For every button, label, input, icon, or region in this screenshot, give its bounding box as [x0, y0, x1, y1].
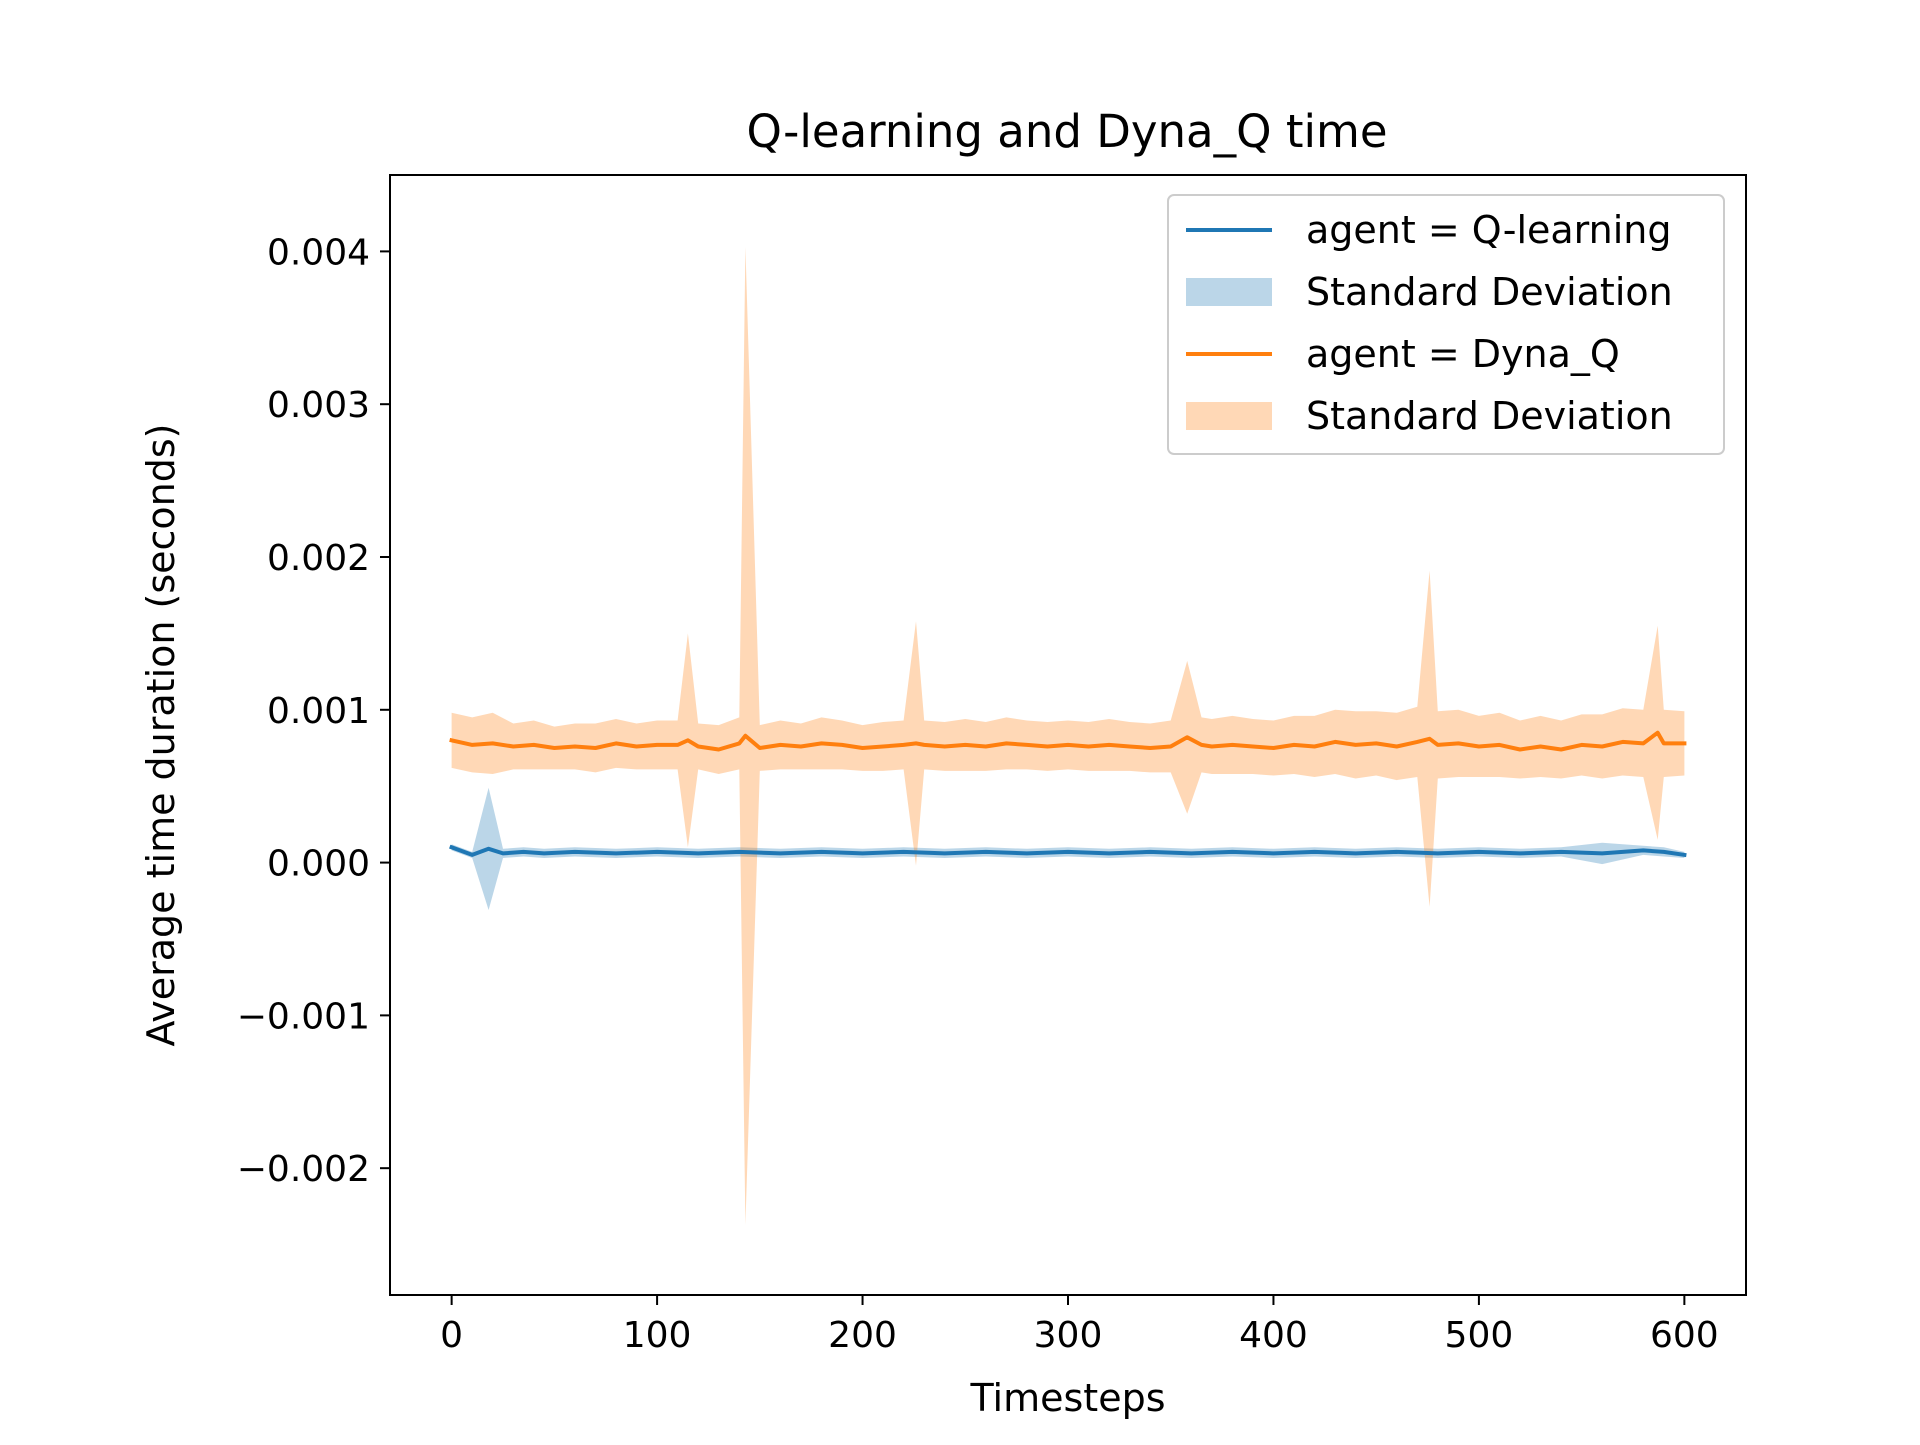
y-tick-label: −0.001: [237, 996, 370, 1037]
legend-label: agent = Dyna_Q: [1306, 332, 1620, 376]
x-tick-label: 100: [623, 1315, 692, 1356]
y-tick-label: −0.002: [237, 1149, 370, 1190]
std-band-series-0: [451, 787, 1685, 910]
y-axis: −0.002 −0.001 0.000 0.001 0.002 0.003 0.004: [237, 232, 390, 1190]
x-tick-label: 0: [440, 1315, 463, 1356]
y-tick-label: 0.001: [267, 691, 370, 732]
legend-band-swatch: [1186, 402, 1272, 430]
legend-band-swatch: [1186, 278, 1272, 306]
legend: agent = Q-learning Standard Deviation agen…: [1167, 194, 1725, 455]
std-band-series-1: [451, 246, 1685, 1225]
y-axis-label: Average time duration (seconds): [139, 423, 183, 1046]
line-series-1: [449, 730, 1687, 752]
legend-label: Standard Deviation: [1306, 394, 1673, 438]
y-tick-label: 0.004: [267, 232, 370, 273]
x-axis: 0 100 200 300 400 500 600: [440, 1295, 1719, 1356]
legend-label: agent = Q-learning: [1306, 208, 1671, 252]
y-tick-label: 0.002: [267, 538, 370, 579]
chart-title: Q-learning and Dyna_Q time: [746, 105, 1387, 158]
x-axis-label: Timesteps: [970, 1376, 1166, 1420]
std-bands: [451, 246, 1685, 1225]
y-tick-label: 0.000: [267, 844, 370, 885]
x-tick-label: 500: [1445, 1315, 1514, 1356]
x-tick-label: 200: [828, 1315, 897, 1356]
x-tick-label: 400: [1239, 1315, 1308, 1356]
line-series-0: [449, 844, 1687, 858]
legend-label: Standard Deviation: [1306, 270, 1673, 314]
x-tick-label: 600: [1650, 1315, 1719, 1356]
x-tick-label: 300: [1034, 1315, 1103, 1356]
legend-box: [1167, 194, 1725, 455]
series-lines: [449, 730, 1687, 858]
y-tick-label: 0.003: [267, 385, 370, 426]
